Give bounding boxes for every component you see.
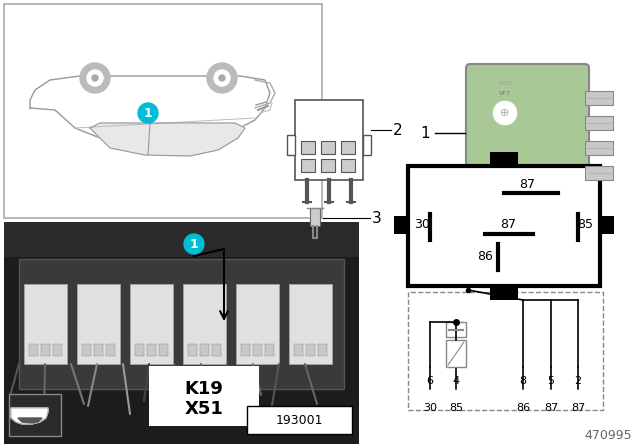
Text: 1: 1 bbox=[189, 237, 198, 250]
Bar bbox=[287, 135, 295, 155]
Text: 86: 86 bbox=[477, 250, 493, 263]
Text: 87: 87 bbox=[519, 177, 535, 190]
Bar bbox=[236, 284, 279, 364]
Circle shape bbox=[184, 234, 204, 254]
Polygon shape bbox=[11, 408, 48, 424]
Bar bbox=[321, 159, 335, 172]
Bar bbox=[265, 344, 274, 356]
Bar bbox=[24, 284, 67, 364]
Bar bbox=[212, 344, 221, 356]
Bar bbox=[106, 344, 115, 356]
Text: 86: 86 bbox=[516, 403, 530, 413]
Bar bbox=[585, 116, 613, 130]
Bar bbox=[130, 284, 173, 364]
Circle shape bbox=[426, 391, 435, 400]
Text: 5: 5 bbox=[547, 376, 554, 386]
Text: 2: 2 bbox=[575, 376, 582, 386]
Bar bbox=[408, 166, 600, 286]
Circle shape bbox=[219, 75, 225, 81]
Bar bbox=[159, 344, 168, 356]
Text: X51: X51 bbox=[184, 400, 223, 418]
Bar bbox=[135, 344, 144, 356]
Bar bbox=[4, 222, 359, 444]
Polygon shape bbox=[90, 123, 245, 156]
Circle shape bbox=[92, 75, 98, 81]
Circle shape bbox=[207, 63, 237, 93]
Bar bbox=[318, 344, 327, 356]
Text: 1: 1 bbox=[143, 107, 152, 120]
Bar bbox=[341, 159, 355, 172]
Bar bbox=[363, 135, 371, 155]
Bar bbox=[94, 344, 103, 356]
Bar bbox=[408, 292, 603, 410]
Bar bbox=[341, 141, 355, 154]
Bar bbox=[490, 152, 518, 166]
Bar bbox=[4, 222, 359, 257]
Text: 85: 85 bbox=[449, 403, 463, 413]
Bar bbox=[29, 344, 38, 356]
Polygon shape bbox=[18, 418, 42, 423]
Text: 470995: 470995 bbox=[584, 429, 632, 442]
Text: 193001: 193001 bbox=[275, 414, 323, 426]
Bar bbox=[301, 141, 315, 154]
Bar bbox=[600, 216, 614, 234]
Circle shape bbox=[80, 63, 110, 93]
Circle shape bbox=[138, 103, 158, 123]
Bar bbox=[321, 141, 335, 154]
Bar bbox=[289, 284, 332, 364]
Circle shape bbox=[87, 70, 103, 86]
Bar bbox=[310, 208, 320, 226]
Text: 87: 87 bbox=[500, 217, 516, 231]
Text: TYCO: TYCO bbox=[498, 81, 512, 86]
Bar bbox=[446, 340, 466, 367]
Bar bbox=[9, 394, 61, 436]
Text: 1: 1 bbox=[420, 125, 430, 141]
Text: 4: 4 bbox=[452, 376, 460, 386]
Text: 3: 3 bbox=[372, 211, 381, 225]
Bar bbox=[294, 344, 303, 356]
Text: 85: 85 bbox=[577, 217, 593, 231]
FancyBboxPatch shape bbox=[466, 64, 589, 202]
Bar bbox=[306, 344, 315, 356]
Bar bbox=[253, 344, 262, 356]
Text: 87: 87 bbox=[544, 403, 558, 413]
Bar bbox=[82, 344, 91, 356]
Circle shape bbox=[547, 391, 556, 400]
Bar bbox=[19, 259, 344, 389]
Bar bbox=[147, 344, 156, 356]
Bar bbox=[41, 344, 50, 356]
Bar bbox=[77, 284, 120, 364]
Text: K19: K19 bbox=[184, 380, 223, 398]
Circle shape bbox=[451, 391, 461, 400]
Bar bbox=[585, 141, 613, 155]
Bar bbox=[183, 284, 226, 364]
Polygon shape bbox=[30, 76, 270, 143]
Text: 30: 30 bbox=[423, 403, 437, 413]
Circle shape bbox=[573, 391, 582, 400]
Bar bbox=[394, 216, 408, 234]
Bar bbox=[149, 366, 259, 426]
Bar bbox=[301, 159, 315, 172]
Text: 87: 87 bbox=[571, 403, 585, 413]
Text: 8: 8 bbox=[520, 376, 527, 386]
Bar bbox=[200, 344, 209, 356]
Bar bbox=[188, 344, 197, 356]
Bar bbox=[490, 286, 518, 300]
Text: 30: 30 bbox=[414, 217, 430, 231]
Circle shape bbox=[518, 391, 527, 400]
Bar bbox=[247, 406, 352, 434]
Bar bbox=[4, 4, 322, 218]
Circle shape bbox=[493, 101, 517, 125]
Bar bbox=[585, 91, 613, 105]
Text: VF7: VF7 bbox=[499, 90, 511, 95]
Text: 6: 6 bbox=[426, 376, 433, 386]
Text: 2: 2 bbox=[393, 122, 403, 138]
Bar bbox=[446, 322, 466, 337]
Bar bbox=[241, 344, 250, 356]
Bar bbox=[295, 100, 363, 180]
Text: ⊕: ⊕ bbox=[500, 108, 509, 118]
Bar bbox=[53, 344, 62, 356]
Circle shape bbox=[214, 70, 230, 86]
Bar bbox=[585, 166, 613, 180]
